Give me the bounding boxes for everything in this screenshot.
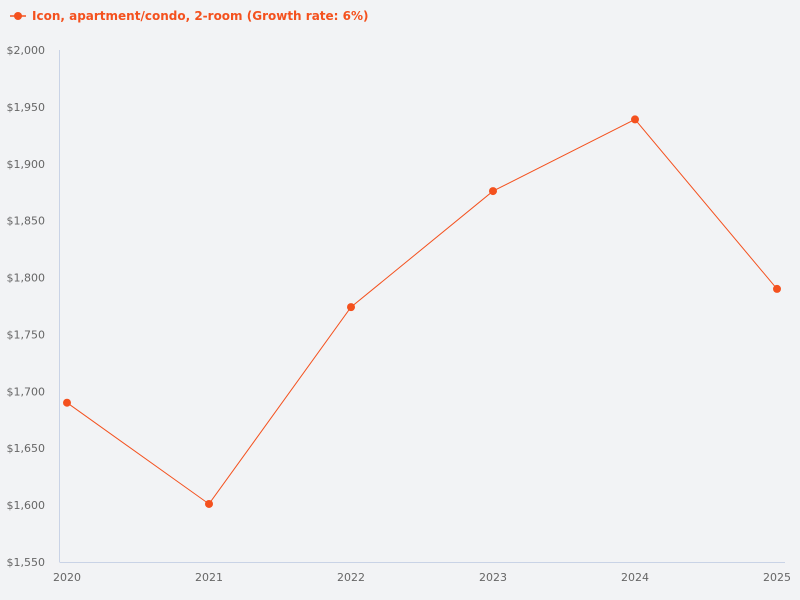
data-point[interactable] — [631, 115, 639, 124]
legend-label: Icon, apartment/condo, 2-room (Growth ra… — [32, 9, 369, 23]
data-point[interactable] — [773, 284, 781, 293]
data-point[interactable] — [489, 187, 497, 196]
y-axis: $1,550 $1,600 $1,650 $1,700 $1,750 $1,800 $1,8… — [7, 44, 46, 569]
y-tick-label: $1,950 — [7, 101, 46, 114]
y-tick-label: $1,650 — [7, 442, 46, 455]
data-points — [63, 115, 781, 508]
x-axis: 2020 2021 2022 2023 2024 2025 — [53, 571, 791, 584]
y-tick-label: $1,850 — [7, 215, 46, 228]
data-point[interactable] — [347, 303, 355, 312]
y-tick-label: $2,000 — [7, 44, 46, 57]
legend-item[interactable]: Icon, apartment/condo, 2-room (Growth ra… — [10, 9, 369, 23]
series-line — [66, 118, 778, 505]
y-tick-label: $1,600 — [7, 499, 46, 512]
data-point[interactable] — [205, 499, 213, 508]
data-point[interactable] — [63, 398, 71, 407]
x-tick-label: 2023 — [479, 571, 507, 584]
x-tick-label: 2021 — [195, 571, 223, 584]
x-tick-label: 2020 — [53, 571, 81, 584]
x-tick-label: 2022 — [337, 571, 365, 584]
x-tick-label: 2025 — [763, 571, 791, 584]
y-tick-label: $1,800 — [7, 272, 46, 285]
x-tick-label: 2024 — [621, 571, 649, 584]
legend-line-marker-icon — [10, 12, 26, 20]
y-tick-label: $1,550 — [7, 556, 46, 569]
y-tick-label: $1,750 — [7, 328, 46, 341]
y-tick-label: $1,900 — [7, 158, 46, 171]
y-tick-label: $1,700 — [7, 385, 46, 398]
